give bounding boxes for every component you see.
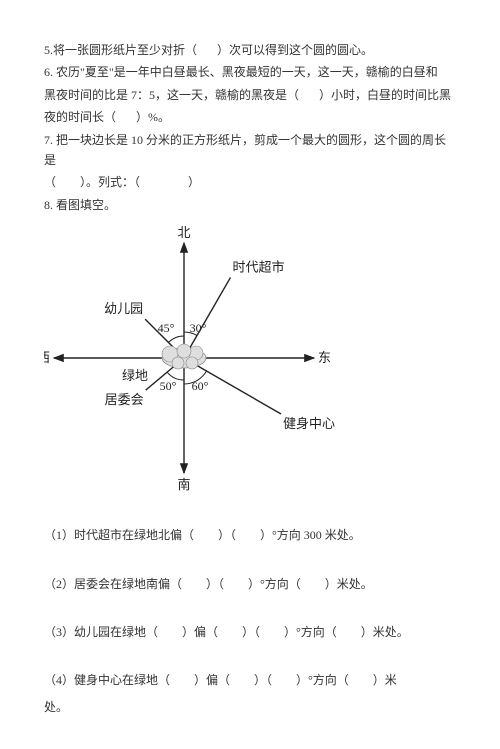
- q6-line3b: ）%。: [136, 110, 170, 124]
- sub-q3: （3）幼儿园在绿地（ ）偏（ ）（ ）°方向（ ）米处。: [44, 622, 456, 642]
- q6-line3a: 夜的时间长（: [44, 110, 116, 124]
- q5-line: 5.将一张圆形纸片至少对折（ ）次可以得到这个圆的圆心。: [44, 40, 456, 60]
- svg-text:绿地: 绿地: [122, 368, 148, 383]
- compass-diagram: 北南 东 西 幼儿园 时代超市绿地居委会健身中心 45° 30° 50° 60°: [44, 223, 344, 493]
- q6-line3: 夜的时间长（ ）%。: [44, 107, 456, 127]
- page: 5.将一张圆形纸片至少对折（ ）次可以得到这个圆的圆心。 6. 农历"夏至"是一年…: [0, 0, 500, 749]
- svg-text:居委会: 居委会: [105, 392, 144, 407]
- q5-prefix: 5.将一张圆形纸片至少对折（: [44, 43, 197, 57]
- svg-text:东: 东: [318, 350, 331, 365]
- q6-line1: 6. 农历"夏至"是一年中白昼最长、黑夜最短的一天，这一天，赣榆的白昼和: [44, 62, 456, 82]
- q6-line2b: ）小时，白昼的时间比黑: [319, 88, 451, 102]
- q7-line1: 7. 把一块边长是 10 分米的正方形纸片，剪成一个最大的圆形，这个圆的周长是: [44, 130, 456, 171]
- svg-text:60°: 60°: [192, 379, 209, 393]
- q5-suffix: ）次可以得到这个圆的圆心。: [217, 43, 373, 57]
- svg-text:健身中心: 健身中心: [283, 416, 335, 431]
- svg-text:南: 南: [177, 477, 190, 492]
- svg-text:时代超市: 时代超市: [233, 260, 285, 275]
- sub-q4a: （4）健身中心在绿地（ ）偏（ ）（ ）°方向（ ）米: [44, 670, 456, 690]
- sub-q2: （2）居委会在绿地南偏（ ）（ ）°方向（ ）米处。: [44, 574, 456, 594]
- svg-text:北: 北: [177, 225, 190, 240]
- svg-text:幼儿园: 幼儿园: [104, 301, 143, 316]
- svg-text:45°: 45°: [158, 321, 175, 335]
- q8-text: 8. 看图填空。: [44, 195, 456, 215]
- sub-q1: （1）时代超市在绿地北偏（ ）（ ）°方向 300 米处。: [44, 525, 456, 545]
- q7-line2: （ ）。列式：（ ）: [44, 172, 456, 192]
- q6-line2a: 黑夜时间的比是 7：5，这一天，赣榆的黑夜是（: [44, 88, 299, 102]
- svg-text:西: 西: [44, 350, 50, 365]
- q6-line2: 黑夜时间的比是 7：5，这一天，赣榆的黑夜是（ ）小时，白昼的时间比黑: [44, 85, 456, 105]
- svg-text:30°: 30°: [190, 321, 207, 335]
- svg-text:50°: 50°: [160, 379, 177, 393]
- diagram-wrap: 北南 东 西 幼儿园 时代超市绿地居委会健身中心 45° 30° 50° 60°: [44, 223, 456, 497]
